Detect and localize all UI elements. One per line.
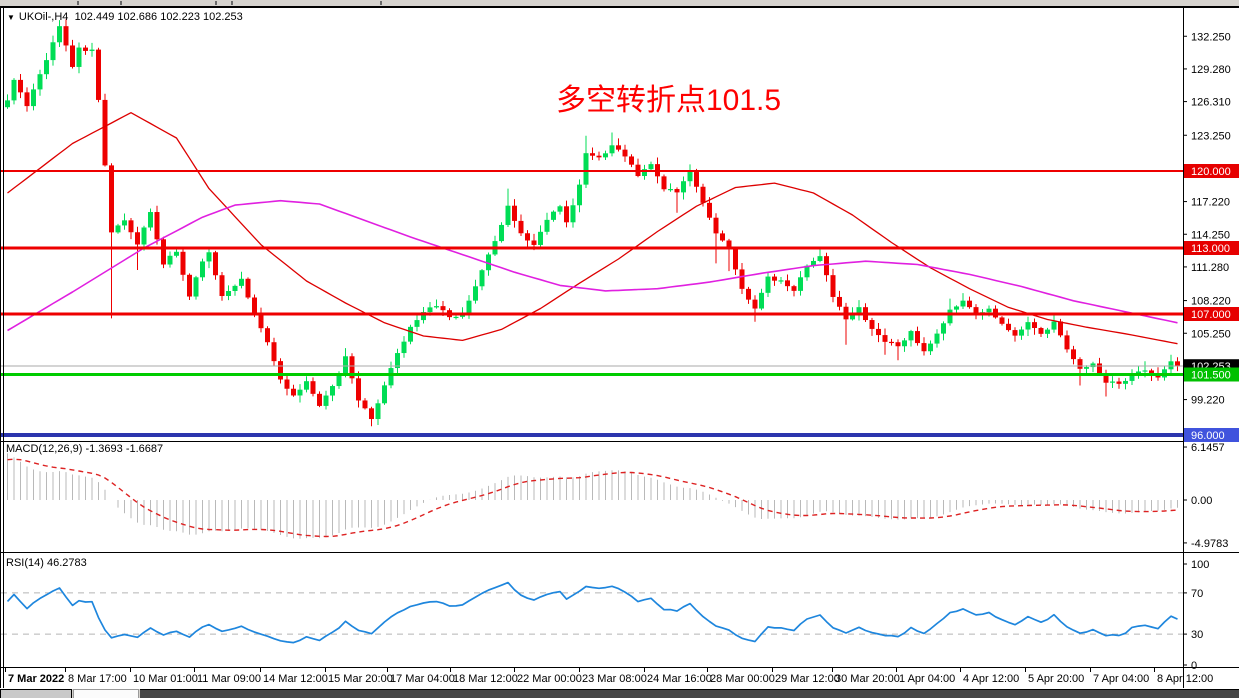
taskbar-segment[interactable] [140,689,1239,698]
chart-area[interactable]: 132.250 129.280 126.310 123.250 117.220 114.2… [0,7,1239,688]
svg-text:1 Apr 04:00: 1 Apr 04:00 [899,673,955,685]
svg-text:10 Mar 01:00: 10 Mar 01:00 [133,673,198,685]
chevron-down-icon[interactable]: ▼ [7,13,15,22]
svg-text:15 Mar 20:00: 15 Mar 20:00 [328,673,393,685]
toolbar-separator [120,1,122,5]
svg-text:105.250: 105.250 [1191,328,1231,340]
taskbar-segment[interactable] [0,689,72,698]
svg-text:24 Mar 16:00: 24 Mar 16:00 [647,673,712,685]
svg-text:23 Mar 08:00: 23 Mar 08:00 [582,673,647,685]
svg-text:123.250: 123.250 [1191,130,1231,142]
macd-signal-line [7,458,1178,538]
svg-text:0: 0 [1191,660,1197,672]
macd-histogram [7,453,1178,539]
toolbar-separator [215,1,217,5]
macd-axis: 6.1457 0.00 -4.9783 [1183,442,1228,550]
macd-indicator-label: MACD(12,26,9) -1.3693 -1.6687 [6,443,164,455]
svg-text:114.250: 114.250 [1191,229,1230,241]
svg-text:120.000: 120.000 [1191,166,1231,178]
svg-text:132.250: 132.250 [1191,31,1231,43]
svg-text:6.1457: 6.1457 [1191,442,1225,454]
svg-text:117.220: 117.220 [1191,197,1230,209]
toolbar-separator [380,1,382,5]
taskbar-strip [0,689,1239,698]
svg-text:108.220: 108.220 [1191,296,1231,308]
svg-text:99.220: 99.220 [1191,395,1225,407]
horizontal-level-lines [0,170,1183,437]
ma-fast-red [7,112,1178,345]
rsi-level-lines [1,592,1183,635]
svg-text:113.000: 113.000 [1191,243,1230,255]
svg-text:22 Mar 00:00: 22 Mar 00:00 [517,673,582,685]
svg-text:11 Mar 09:00: 11 Mar 09:00 [197,673,261,685]
annotation-text: 多空转折点101.5 [556,84,782,117]
chart-canvas[interactable]: 132.250 129.280 126.310 123.250 117.220 114.2… [0,7,1239,688]
svg-text:5 Apr 20:00: 5 Apr 20:00 [1028,673,1084,685]
toolbar-separator [231,1,233,5]
svg-text:126.310: 126.310 [1191,97,1231,109]
taskbar-segment[interactable] [73,689,139,698]
svg-text:30 Mar 20:00: 30 Mar 20:00 [835,673,900,685]
svg-text:18 Mar 12:00: 18 Mar 12:00 [453,673,518,685]
svg-text:29 Mar 12:00: 29 Mar 12:00 [775,673,840,685]
svg-text:129.280: 129.280 [1191,64,1231,76]
svg-text:30: 30 [1191,629,1203,641]
ohlc-values: 102.449 102.686 102.223 102.253 [74,11,243,23]
rsi-indicator-label: RSI(14) 46.2783 [6,557,87,569]
svg-text:7 Mar 2022: 7 Mar 2022 [8,673,64,685]
svg-text:8 Mar 17:00: 8 Mar 17:00 [68,673,127,685]
svg-text:111.280: 111.280 [1191,262,1229,274]
svg-text:8 Apr 12:00: 8 Apr 12:00 [1157,673,1213,685]
time-axis: 7 Mar 2022 8 Mar 17:00 10 Mar 01:00 11 Mar … [5,668,1213,685]
rsi-line [6,581,1178,644]
price-axis: 132.250 129.280 126.310 123.250 117.220 114.2… [1183,31,1231,407]
svg-text:0.00: 0.00 [1191,495,1212,507]
price-axis-badges: 120.000113.000107.000102.253101.50096.00… [1184,164,1239,442]
svg-text:107.000: 107.000 [1191,309,1231,321]
panel-frame [0,7,1239,688]
chart-title: ▼ UKOil-,H4 102.449 102.686 102.223 102.2… [7,11,243,23]
svg-text:101.500: 101.500 [1191,370,1231,382]
svg-text:7 Apr 04:00: 7 Apr 04:00 [1093,673,1149,685]
svg-text:70: 70 [1191,588,1203,600]
svg-text:96.000: 96.000 [1191,430,1225,442]
toolbar-remnant [0,0,1239,7]
symbol-period-label: UKOil-,H4 [18,11,69,23]
svg-text:4 Apr 12:00: 4 Apr 12:00 [963,673,1019,685]
ma-slow-magenta [7,199,1178,332]
rsi-axis: 100 70 30 0 [1183,559,1209,672]
svg-text:100: 100 [1191,559,1209,571]
svg-text:14 Mar 12:00: 14 Mar 12:00 [263,673,328,685]
svg-text:-4.9783: -4.9783 [1191,538,1228,550]
svg-text:17 Mar 04:00: 17 Mar 04:00 [390,673,455,685]
toolbar-separator [77,1,79,5]
svg-text:28 Mar 00:00: 28 Mar 00:00 [710,673,775,685]
